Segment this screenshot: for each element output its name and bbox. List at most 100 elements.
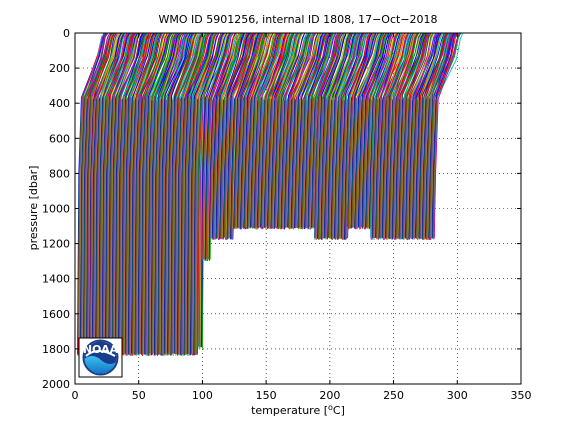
y-tick-label: 600 <box>49 132 70 145</box>
profile-line <box>366 33 393 228</box>
profile-line <box>203 33 229 259</box>
profile-line <box>393 33 419 239</box>
profile-line <box>415 33 442 238</box>
profile-line <box>388 33 414 239</box>
y-tick-label: 1200 <box>42 238 70 251</box>
x-axis-label: temperature [oC] <box>251 403 345 417</box>
profile-line <box>220 33 249 239</box>
profile-line <box>87 33 113 355</box>
profile-line <box>324 33 352 238</box>
profile-line <box>236 33 263 229</box>
profile-line <box>333 33 362 239</box>
profile-line <box>248 33 274 228</box>
profile-line <box>341 33 371 240</box>
profile-line <box>257 33 284 229</box>
noaa-logo: NOAA <box>78 337 123 378</box>
profile-line <box>128 33 155 355</box>
profile-line <box>179 33 205 356</box>
profile-line <box>262 33 289 229</box>
profile-line <box>393 33 422 240</box>
noaa-logo-text: NOAA <box>83 343 119 356</box>
profile-line <box>227 33 254 239</box>
profile-line <box>80 33 108 356</box>
profile-line <box>276 33 304 228</box>
profile-line <box>424 33 451 238</box>
profile-line <box>381 33 407 239</box>
profile-line <box>266 33 295 228</box>
profile-line <box>243 33 270 229</box>
profile-line <box>330 33 356 240</box>
profile-line <box>162 33 190 356</box>
profile-line <box>176 33 203 355</box>
profile-line <box>214 33 241 239</box>
x-tick-label: 50 <box>132 389 146 402</box>
profile-line <box>237 33 264 229</box>
profile-line <box>250 33 277 228</box>
profile-line <box>410 33 437 239</box>
profile-line <box>304 33 332 230</box>
profile-line <box>100 33 126 355</box>
profile-line <box>332 33 358 240</box>
profile-line <box>430 33 456 240</box>
y-tick-label: 1600 <box>42 308 70 321</box>
profile-line <box>232 33 258 229</box>
profile-line <box>216 33 243 239</box>
profile-line <box>259 33 285 228</box>
profile-line <box>205 33 232 262</box>
profile-lines <box>77 33 464 356</box>
profile-line <box>431 33 458 239</box>
y-tick-label: 400 <box>49 97 70 110</box>
chart-title: WMO ID 5901256, internal ID 1808, 17−Oct… <box>158 13 437 26</box>
profile-line <box>143 33 169 354</box>
profile-line <box>201 33 228 348</box>
profile-line <box>142 33 168 356</box>
profile-line <box>320 33 347 240</box>
profile-line <box>402 33 429 239</box>
x-tick-label: 250 <box>383 389 404 402</box>
profile-line <box>191 33 218 354</box>
profile-line <box>127 33 156 355</box>
profile-line <box>372 33 400 238</box>
profile-line <box>171 33 197 356</box>
profile-line <box>267 33 294 228</box>
profile-line <box>282 33 308 228</box>
profile-line <box>204 33 232 261</box>
x-tick-label: 200 <box>319 389 340 402</box>
profile-line <box>289 33 316 230</box>
profile-line <box>375 33 401 239</box>
profile-line <box>242 33 269 228</box>
profile-line <box>135 33 161 354</box>
profile-line <box>251 33 278 228</box>
profile-line <box>359 33 387 230</box>
profile-line <box>164 33 192 354</box>
profile-line <box>235 33 262 228</box>
profile-line <box>268 33 297 227</box>
x-tick-label: 0 <box>72 389 79 402</box>
profile-line <box>228 33 257 238</box>
profile-line <box>293 33 320 229</box>
y-tick-label: 1800 <box>42 343 70 356</box>
profile-line <box>335 33 363 238</box>
profile-line <box>347 33 373 228</box>
profile-line <box>331 33 358 239</box>
profile-line <box>404 33 432 238</box>
profile-line <box>325 33 352 239</box>
profile-line <box>308 33 334 230</box>
profile-line <box>426 33 453 238</box>
profile-line <box>399 33 426 240</box>
profile-line <box>314 33 341 240</box>
profile-line <box>284 33 312 230</box>
profile-line <box>189 33 216 356</box>
profile-line <box>154 33 182 355</box>
profile-line <box>350 33 377 229</box>
profile-line <box>181 33 208 356</box>
x-tick-label: 100 <box>192 389 213 402</box>
profile-line <box>395 33 422 239</box>
profile-line <box>273 33 301 230</box>
profile-line <box>185 33 213 355</box>
profile-line <box>225 33 252 240</box>
y-axis: 0 200 400 600 800 1000 1200 1400 1600 1800 2000 <box>42 27 521 391</box>
profile-line <box>219 33 245 240</box>
profile-line <box>433 33 461 239</box>
profile-line <box>264 33 291 228</box>
